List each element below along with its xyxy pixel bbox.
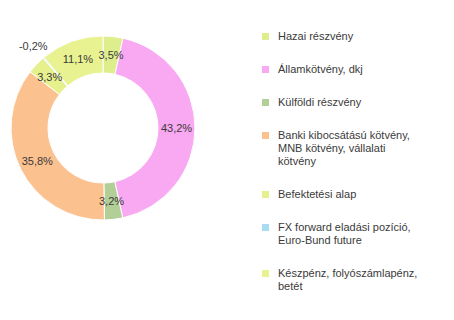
legend-label: Befektetési alap (278, 188, 356, 200)
legend-label: Államkötvény, dkj (278, 63, 363, 75)
data-label: 43,2% (161, 122, 192, 134)
legend-label: Banki kibocsátású kötvény,MNB kötvény, v… (278, 129, 410, 167)
data-label: 3,3% (37, 71, 62, 83)
data-labels: 3,5% 43,2% 3,2% 35,8% 3,3% -0,2% 11,1% (19, 40, 192, 207)
legend-label: Hazai részvény (278, 30, 354, 42)
slice (11, 72, 104, 220)
legend-swatch (262, 191, 269, 198)
legend-swatch (262, 224, 269, 231)
legend-label: Készpénz, folyószámlapénz,betét (278, 267, 417, 292)
data-label: 35,8% (22, 155, 53, 167)
legend-swatch (262, 33, 269, 40)
slice (115, 38, 195, 218)
chart: 3,5% 43,2% 3,2% 35,8% 3,3% -0,2% 11,1% Hazai ré… (0, 0, 454, 320)
legend-label: FX forward eladási pozíció,Euro-Bund fut… (278, 221, 411, 246)
data-label: 3,5% (99, 49, 124, 61)
legend-swatch (262, 66, 269, 73)
legend-swatch (262, 99, 269, 106)
legend-swatch (262, 132, 269, 139)
slices (11, 36, 195, 220)
data-label: -0,2% (19, 40, 48, 52)
data-label: 11,1% (63, 53, 94, 65)
legend-swatch (262, 270, 269, 277)
legend-label: Külföldi részvény (278, 96, 362, 108)
legend: Hazai részvény Államkötvény, dkj Külföldi … (262, 30, 417, 292)
data-label: 3,2% (99, 195, 124, 207)
